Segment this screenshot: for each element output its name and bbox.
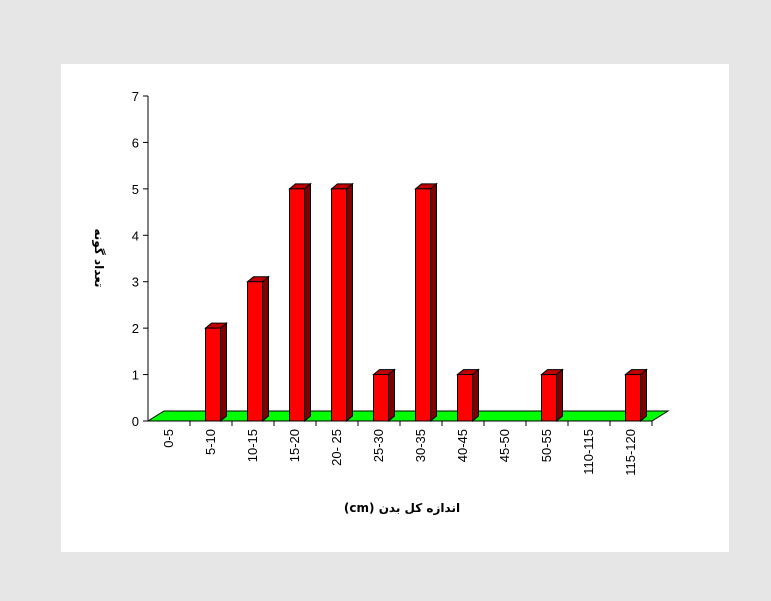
bar <box>624 368 648 423</box>
y-tick-label: 4 <box>132 228 139 243</box>
bar <box>288 182 312 423</box>
bar <box>372 368 396 423</box>
bar <box>456 368 480 423</box>
x-tick-label: 0-5 <box>161 429 176 448</box>
y-tick-label: 3 <box>132 275 139 290</box>
y-tick-label: 5 <box>132 182 139 197</box>
x-tick-label: 20- 25 <box>329 429 344 466</box>
x-tick-label: 115-120 <box>623 429 638 476</box>
x-axis-title: اندازه کل بدن (cm) <box>344 501 460 515</box>
bar <box>540 368 564 423</box>
x-tick-label: 25-30 <box>371 429 386 462</box>
y-axis-title: تعداد گونه <box>91 229 106 288</box>
y-tick-label: 7 <box>132 89 139 104</box>
x-tick-label: 45-50 <box>497 429 512 462</box>
x-tick-label: 5-10 <box>203 429 218 455</box>
y-tick-label: 6 <box>132 135 139 150</box>
x-tick-label: 40-45 <box>455 429 470 462</box>
x-tick-label: 30-35 <box>413 429 428 462</box>
y-tick-label: 1 <box>132 368 139 383</box>
x-tick-label: 10-15 <box>245 429 260 462</box>
bar <box>414 182 438 423</box>
x-tick-label: 15-20 <box>287 429 302 462</box>
chart-panel <box>61 64 729 552</box>
y-tick-label: 2 <box>132 321 139 336</box>
bar <box>330 182 354 423</box>
y-tick-label: 0 <box>132 414 139 429</box>
bar <box>204 322 228 423</box>
x-tick-label: 50-55 <box>539 429 554 462</box>
x-tick-label: 110-115 <box>581 429 596 475</box>
bar <box>246 275 270 423</box>
